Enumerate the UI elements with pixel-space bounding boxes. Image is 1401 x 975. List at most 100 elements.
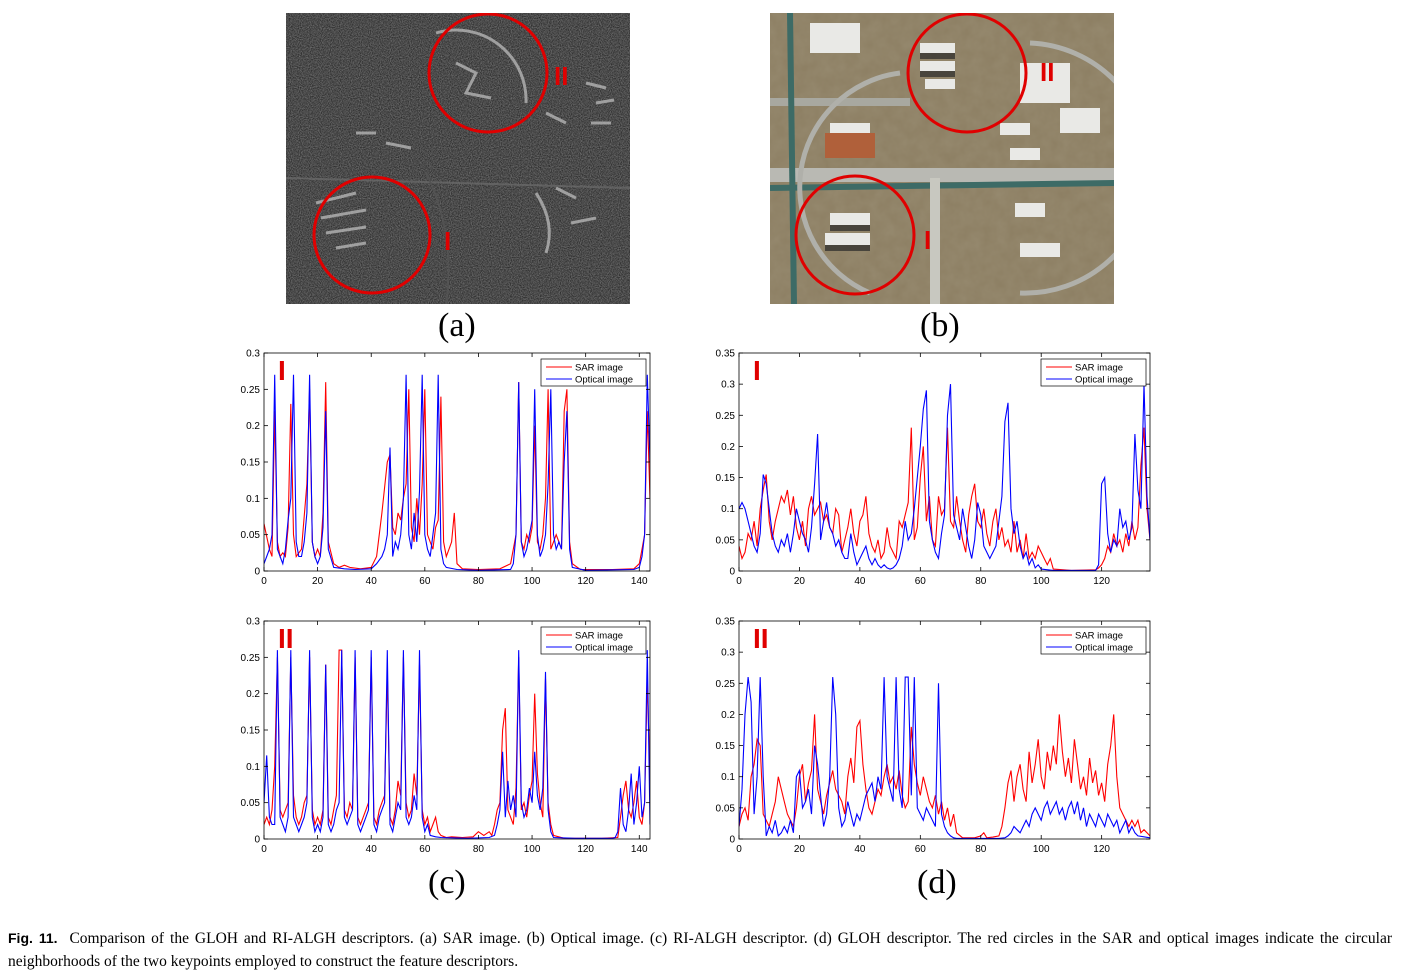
legend-label-optical: Optical image [1075, 375, 1133, 386]
optical-mark-ii: II [1040, 57, 1054, 87]
legend-label-sar: SAR image [1075, 363, 1123, 374]
x-tick-label: 100 [524, 576, 541, 587]
optical-image: II I [770, 13, 1114, 304]
keypoint-annotation: II [753, 623, 769, 654]
sar-mark-ii: II [554, 61, 568, 91]
y-tick-label: 0.2 [721, 710, 735, 721]
legend-box [540, 626, 647, 655]
x-tick-label: 80 [473, 576, 485, 587]
optical-keypoint-circle-i [794, 174, 916, 296]
sar-keypoint-circle-ii [427, 13, 549, 134]
panel-label-d: (d) [917, 864, 957, 901]
figure-caption: Fig. 11. Comparison of the GLOH and RI-A… [8, 927, 1392, 973]
y-tick-label: 0.1 [721, 772, 735, 783]
ri-algh-descriptor-chart-ii: 0 20 40 60 80 100 120 140 0 0.05 0.1 0.15 0.2 0.25 0.3… [241, 617, 651, 855]
x-tick-label: 100 [524, 844, 541, 855]
y-tick-label: 0.25 [241, 653, 261, 664]
plot-frame [738, 620, 1151, 840]
legend-label-sar: SAR image [575, 631, 623, 642]
y-tick-label: 0.15 [716, 741, 736, 752]
y-tick-label: 0.05 [716, 535, 736, 546]
legend-box [540, 358, 647, 387]
optical-image-graphic: II I [770, 13, 1114, 304]
gloh-descriptor-chart-i: 0 20 40 60 80 100 120 0 0.05 0.1 0.15 0.2 0.25 0.3 0.3… [716, 349, 1151, 587]
y-tick-label: 0.25 [716, 411, 736, 422]
y-tick-label: 0.1 [246, 762, 260, 773]
panel-label-c: (c) [428, 864, 466, 901]
y-tick-label: 0 [254, 567, 260, 578]
x-tick-label: 60 [419, 576, 431, 587]
x-tick-label: 60 [915, 576, 927, 587]
y-tick-label: 0.05 [241, 530, 261, 541]
legend-box [1040, 358, 1147, 387]
gloh-descriptor-chart-ii: 0 20 40 60 80 100 120 0 0.05 0.1 0.15 0.2 0.25 0.3 0.3… [716, 617, 1151, 855]
y-tick-label: 0.15 [241, 726, 261, 737]
keypoint-annotation: I [753, 355, 761, 386]
x-tick-label: 40 [854, 844, 866, 855]
y-tick-label: 0.1 [721, 504, 735, 515]
x-tick-label: 0 [736, 576, 742, 587]
keypoint-annotation: I [278, 355, 286, 386]
x-tick-label: 120 [577, 844, 594, 855]
x-tick-label: 120 [577, 576, 594, 587]
y-tick-label: 0.3 [246, 349, 260, 360]
sar-image-graphic: II I [286, 13, 630, 304]
optical-keypoint-circle-ii [906, 13, 1028, 134]
x-tick-label: 20 [312, 576, 324, 587]
x-tick-label: 80 [975, 844, 987, 855]
y-tick-label: 0.15 [241, 458, 261, 469]
x-tick-label: 100 [1033, 576, 1050, 587]
y-tick-label: 0.35 [716, 617, 736, 628]
y-tick-label: 0.3 [721, 380, 735, 391]
x-tick-label: 140 [631, 844, 648, 855]
y-tick-label: 0.2 [246, 689, 260, 700]
plot-frame [738, 352, 1151, 572]
y-tick-label: 0.3 [721, 648, 735, 659]
legend-label-optical: Optical image [575, 643, 633, 654]
x-tick-label: 80 [473, 844, 485, 855]
legend-label-sar: SAR image [1075, 631, 1123, 642]
panel-label-b: (b) [920, 307, 960, 344]
x-tick-label: 80 [975, 576, 987, 587]
x-tick-label: 140 [631, 576, 648, 587]
legend-label-sar: SAR image [575, 363, 623, 374]
x-tick-label: 100 [1033, 844, 1050, 855]
x-tick-label: 0 [736, 844, 742, 855]
x-tick-label: 120 [1093, 844, 1110, 855]
sar-image: II I [286, 13, 630, 304]
x-tick-label: 20 [312, 844, 324, 855]
keypoint-annotation: II [278, 623, 294, 654]
y-tick-label: 0.2 [721, 442, 735, 453]
series-line-optical [264, 650, 650, 839]
y-tick-label: 0.05 [716, 803, 736, 814]
y-tick-label: 0.1 [246, 494, 260, 505]
x-tick-label: 60 [419, 844, 431, 855]
sar-mark-i: I [444, 226, 451, 256]
series-line-optical [264, 374, 650, 571]
sar-keypoint-circle-i [312, 175, 432, 295]
ri-algh-descriptor-chart-i: 0 20 40 60 80 100 120 140 0 0.05 0.1 0.15 0.2 0.25 0.3… [241, 349, 651, 587]
legend-label-optical: Optical image [1075, 643, 1133, 654]
y-tick-label: 0.3 [246, 617, 260, 628]
y-tick-label: 0.2 [246, 421, 260, 432]
legend-label-optical: Optical image [575, 375, 633, 386]
y-tick-label: 0.05 [241, 798, 261, 809]
y-tick-label: 0 [729, 567, 735, 578]
x-tick-label: 20 [794, 844, 806, 855]
x-tick-label: 40 [366, 844, 378, 855]
series-line-optical [739, 676, 1150, 839]
y-tick-label: 0 [254, 835, 260, 846]
panel-label-a: (a) [438, 307, 476, 344]
x-tick-label: 40 [366, 576, 378, 587]
y-tick-label: 0 [729, 835, 735, 846]
legend-box [1040, 626, 1147, 655]
y-tick-label: 0.15 [716, 473, 736, 484]
x-tick-label: 40 [854, 576, 866, 587]
x-tick-label: 0 [261, 844, 267, 855]
x-tick-label: 20 [794, 576, 806, 587]
x-tick-label: 0 [261, 576, 267, 587]
